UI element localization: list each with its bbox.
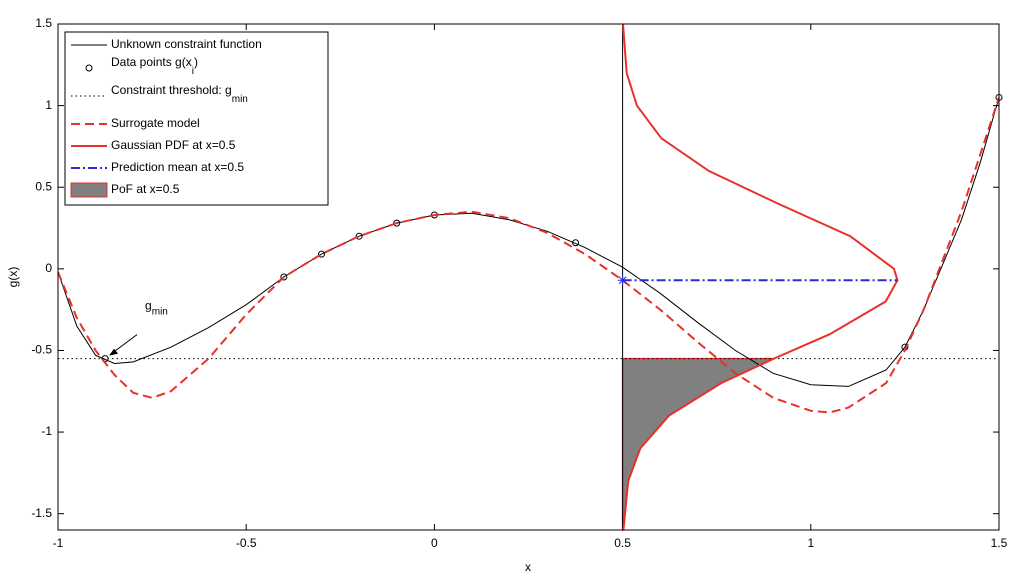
data-point	[317, 250, 325, 258]
y-tick-label: -1	[41, 424, 52, 438]
data-point	[280, 273, 288, 281]
y-tick-label: 1	[45, 98, 52, 112]
y-tick-label: 0	[45, 261, 52, 275]
plot-frame	[57, 23, 1000, 531]
data-point	[572, 239, 580, 247]
x-tick-label: 0.5	[614, 536, 631, 550]
legend-sub: min	[232, 94, 248, 105]
star-marker	[617, 275, 628, 286]
y-tick-label: 0.5	[35, 179, 52, 193]
x-axis-label: x	[525, 560, 531, 574]
y-axis-label: g(x)	[6, 267, 20, 288]
legend-text: Unknown constraint function	[111, 37, 262, 51]
legend-sub: i	[192, 66, 194, 77]
annotation-arrowhead	[109, 348, 119, 356]
annotation-sub: min	[152, 306, 168, 317]
x-tick-label: 0	[431, 536, 438, 550]
legend-label: PoF at x=0.5	[111, 182, 180, 196]
legend-label: Constraint threshold: gmin	[111, 83, 248, 104]
y-tick-label: -1.5	[31, 506, 52, 520]
x-tick-label: -1	[53, 536, 64, 550]
legend-text: Gaussian PDF at x=0.5	[111, 138, 236, 152]
y-tick-label: 1.5	[35, 16, 52, 30]
data-point	[355, 232, 363, 240]
legend-tail: )	[194, 55, 198, 69]
annotation-text: g	[145, 299, 152, 313]
legend-label: Unknown constraint function	[111, 37, 262, 51]
legend-text: PoF at x=0.5	[111, 182, 180, 196]
legend-box	[64, 31, 329, 206]
legend-label: Surrogate model	[111, 116, 200, 130]
legend-text: Surrogate model	[111, 116, 200, 130]
x-tick-label: 1.5	[991, 536, 1008, 550]
annotation: gmin	[145, 299, 168, 317]
legend-marker	[85, 64, 93, 72]
legend-label: Data points g(xi)	[111, 55, 198, 76]
legend-label: Gaussian PDF at x=0.5	[111, 138, 236, 152]
x-tick-label: -0.5	[236, 536, 257, 550]
legend-text: Constraint threshold: g	[111, 83, 232, 97]
y-tick-label: -0.5	[31, 343, 52, 357]
series-line	[57, 97, 1000, 414]
x-tick-label: 1	[807, 536, 814, 550]
legend-text: Prediction mean at x=0.5	[111, 160, 244, 174]
legend-swatch	[70, 182, 108, 198]
legend-text: Data points g(x	[111, 55, 192, 69]
legend-label: Prediction mean at x=0.5	[111, 160, 244, 174]
